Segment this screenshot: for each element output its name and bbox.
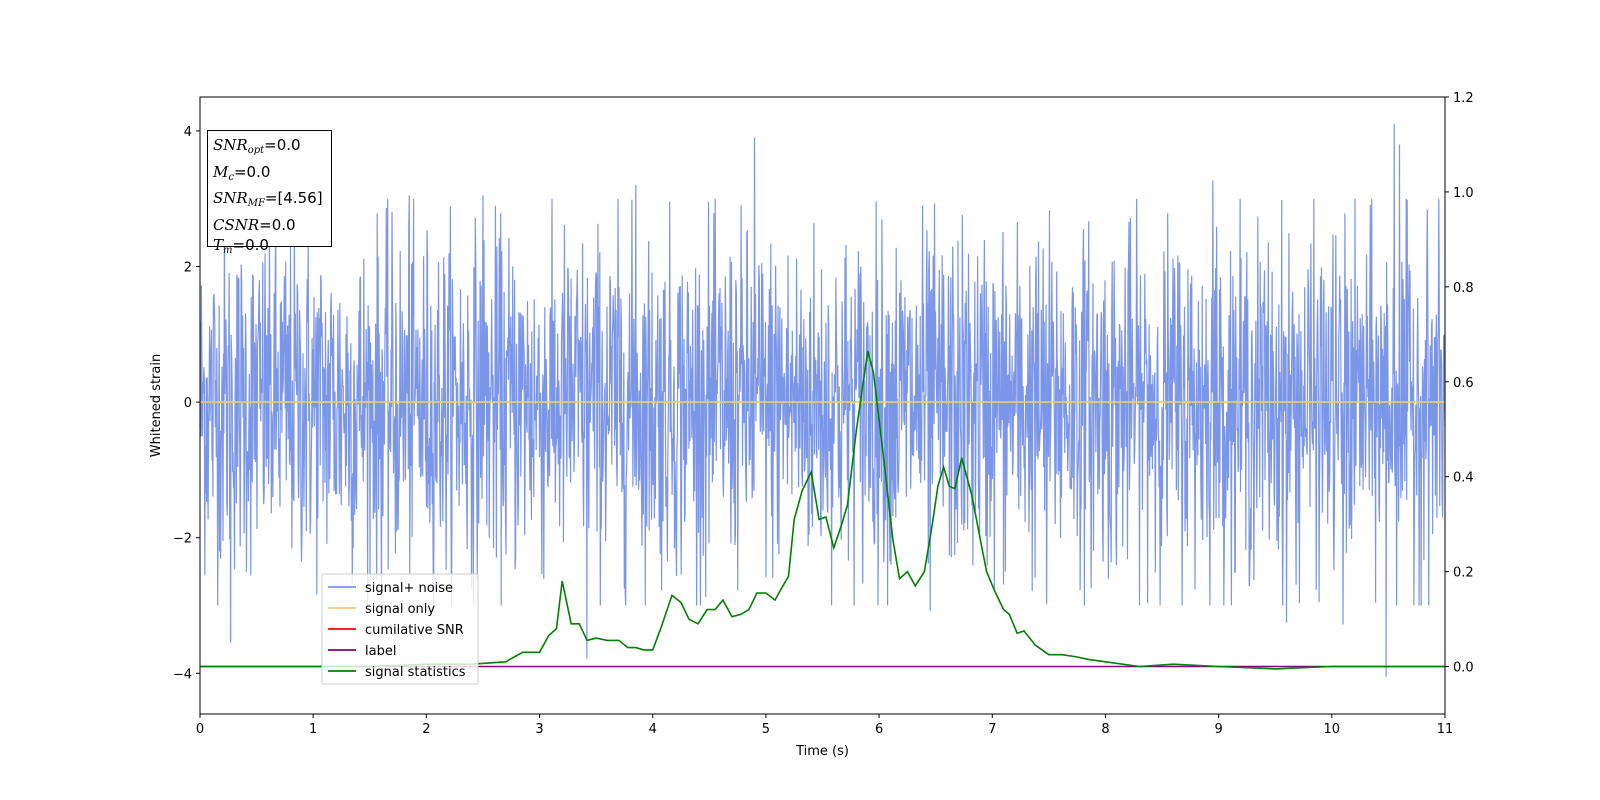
annotation-line: CSNR=0.0 (213, 215, 296, 234)
y-axis-ticks: −4 −2 0 2 4 (173, 125, 200, 682)
plot-frame (199, 96, 1446, 715)
legend-label: cumilative SNR (365, 623, 464, 638)
series-signal-plus-noise (199, 124, 1446, 677)
x-tick-label: 4 (649, 722, 657, 737)
x-tick-label: 10 (1324, 722, 1341, 737)
y2-tick-label: 0.2 (1453, 566, 1474, 581)
legend-label: signal only (365, 602, 435, 617)
x-tick-label: 9 (1214, 722, 1222, 737)
series-signal-statistics (200, 350, 1445, 670)
x-tick-label: 0 (196, 722, 204, 737)
y2-tick-label: 1.2 (1453, 91, 1474, 106)
x-tick-label: 7 (988, 722, 996, 737)
y2-tick-label: 0.4 (1453, 471, 1474, 486)
y-tick-label: 4 (184, 125, 192, 140)
annotation-line: Tm=0.0 (213, 236, 269, 256)
legend-label: signal+ noise (365, 581, 453, 596)
legend-label: label (365, 644, 396, 659)
legend-frame (321, 573, 479, 685)
y-tick-label: 2 (184, 261, 192, 276)
x-tick-label: 8 (1101, 722, 1109, 737)
x-axis-label: Time (s) (795, 744, 849, 759)
y-axis-label: Whitened strain (149, 354, 164, 457)
x-axis-ticks: 0 1 2 3 4 5 6 7 8 9 10 11 (196, 714, 1453, 737)
signal-plus-noise-trace (199, 124, 1446, 677)
x-tick-label: 6 (875, 722, 883, 737)
y2-tick-label: 1.0 (1453, 186, 1474, 201)
legend: signal+ noise signal only cumilative SNR la… (321, 573, 479, 685)
y-tick-label: −4 (173, 667, 192, 682)
legend-label: signal statistics (365, 665, 466, 680)
x-tick-label: 2 (422, 722, 430, 737)
x-tick-label: 11 (1437, 722, 1454, 737)
annotation-box: SNRopt=0.0 Mc=0.0 SNRMF=[4.56] CSNR=0.0 Tm=0… (207, 130, 332, 256)
annotation-line: SNRopt=0.0 (213, 136, 301, 156)
y2-tick-label: 0.6 (1453, 376, 1474, 391)
x-tick-label: 5 (762, 722, 770, 737)
y-tick-label: 0 (184, 396, 192, 411)
annotation-line: Mc=0.0 (213, 162, 271, 183)
annotation-line: SNRMF=[4.56] (213, 189, 323, 209)
y-tick-label: −2 (173, 532, 192, 547)
y2-axis-ticks: 0.0 0.2 0.4 0.6 0.8 1.0 1.2 (1445, 91, 1474, 676)
x-tick-label: 3 (535, 722, 543, 737)
x-tick-label: 1 (309, 722, 317, 737)
y2-tick-label: 0.8 (1453, 281, 1474, 296)
y2-tick-label: 0.0 (1453, 661, 1474, 676)
